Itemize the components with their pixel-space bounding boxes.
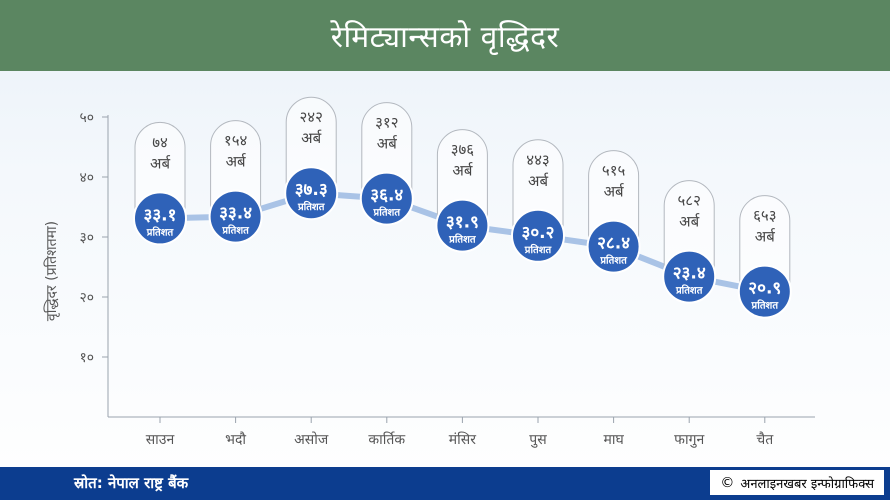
y-tick-label: ३० xyxy=(79,230,94,246)
data-point xyxy=(586,219,641,274)
amount-unit: अर्ब xyxy=(301,129,322,147)
data-unit-label: प्रतिशत xyxy=(448,233,477,246)
amount-unit: अर्ब xyxy=(452,162,473,180)
header-bar: रेमिट्यान्सको वृद्धिदर xyxy=(0,0,890,71)
data-label: २३.४ xyxy=(673,264,706,284)
copyright-icon: © xyxy=(720,474,735,491)
data-point xyxy=(511,208,565,263)
data-unit-label: प्रतिशत xyxy=(297,200,326,213)
amount-unit: अर्ब xyxy=(528,172,549,190)
x-tick-label: असोज xyxy=(294,431,329,448)
data-unit-label: प्रतिशत xyxy=(524,243,553,256)
y-tick-label: ५० xyxy=(79,110,94,126)
data-label: ३७.३ xyxy=(295,180,328,200)
x-tick-label: भदौ xyxy=(225,431,246,448)
data-unit-label: प्रतिशत xyxy=(221,224,250,237)
amount-unit: अर्ब xyxy=(679,213,700,231)
data-unit-label: प्रतिशत xyxy=(599,254,628,267)
amount-value: ५१५ xyxy=(602,162,626,180)
y-tick-label: २० xyxy=(79,290,94,306)
data-label: ३३.४ xyxy=(219,204,252,224)
amount-unit: अर्ब xyxy=(377,135,398,153)
data-point xyxy=(662,249,717,304)
data-point xyxy=(133,191,187,246)
data-unit-label: प्रतिशत xyxy=(373,206,402,219)
amount-unit: अर्ब xyxy=(604,183,625,201)
data-point xyxy=(359,171,414,226)
amount-value: ४४३ xyxy=(526,151,549,169)
data-point xyxy=(737,264,792,319)
amount-value: ७४ xyxy=(152,133,168,151)
x-tick-label: फागुन xyxy=(674,432,704,448)
data-label: २०.९ xyxy=(748,279,781,299)
y-tick-label: ४० xyxy=(79,170,94,186)
data-label: २८.४ xyxy=(597,234,630,254)
x-tick-label: पुस xyxy=(529,432,547,448)
growth-rate-chart: १० २० ३० ४० ५० वृद्धिदर (प्रतिशतमा) साउन भदौ असो… xyxy=(43,96,815,448)
amount-unit: अर्ब xyxy=(226,153,247,171)
source-label: स्रोत: नेपाल राष्ट्र बैंक xyxy=(74,474,189,492)
amount-value: ३१२ xyxy=(375,114,398,132)
y-tick-label: १० xyxy=(79,350,94,366)
x-tick-label: चैत xyxy=(756,431,774,448)
data-point xyxy=(435,198,490,253)
x-tick-label: कार्तिक xyxy=(368,431,405,448)
credit-label: अनलाइनखबर इन्फोग्राफिक्स xyxy=(740,476,874,492)
data-unit-label: प्रतिशत xyxy=(751,299,780,312)
amount-unit: अर्ब xyxy=(150,154,171,172)
data-point xyxy=(208,189,263,244)
footer-bar: स्रोत: नेपाल राष्ट्र बैंक © अनलाइनखबर इन… xyxy=(0,467,890,500)
page-title: रेमिट्यान्सको वृद्धिदर xyxy=(330,20,560,55)
x-tick-label: साउन xyxy=(146,432,175,448)
x-tick-label: माघ xyxy=(603,432,624,448)
data-label: ३१.९ xyxy=(446,213,479,233)
data-label: ३०.२ xyxy=(522,223,555,243)
amount-value: ३७६ xyxy=(451,141,475,159)
data-label: ३३.१ xyxy=(144,205,177,225)
amount-value: १५४ xyxy=(224,132,248,150)
data-label: ३६.४ xyxy=(370,186,403,206)
data-point xyxy=(284,166,339,221)
data-unit-label: प्रतिशत xyxy=(146,225,175,238)
x-tick-label: मंसिर xyxy=(449,431,476,448)
data-unit-label: प्रतिशत xyxy=(675,284,704,297)
amount-value: ५८२ xyxy=(677,192,700,210)
y-axis-title: वृद्धिदर (प्रतिशतमा) xyxy=(43,221,60,321)
amount-value: २४२ xyxy=(299,108,322,126)
amount-unit: अर्ब xyxy=(755,228,776,246)
credit-badge: © अनलाइनखबर इन्फोग्राफिक्स xyxy=(710,470,884,495)
amount-value: ६५३ xyxy=(753,207,776,225)
